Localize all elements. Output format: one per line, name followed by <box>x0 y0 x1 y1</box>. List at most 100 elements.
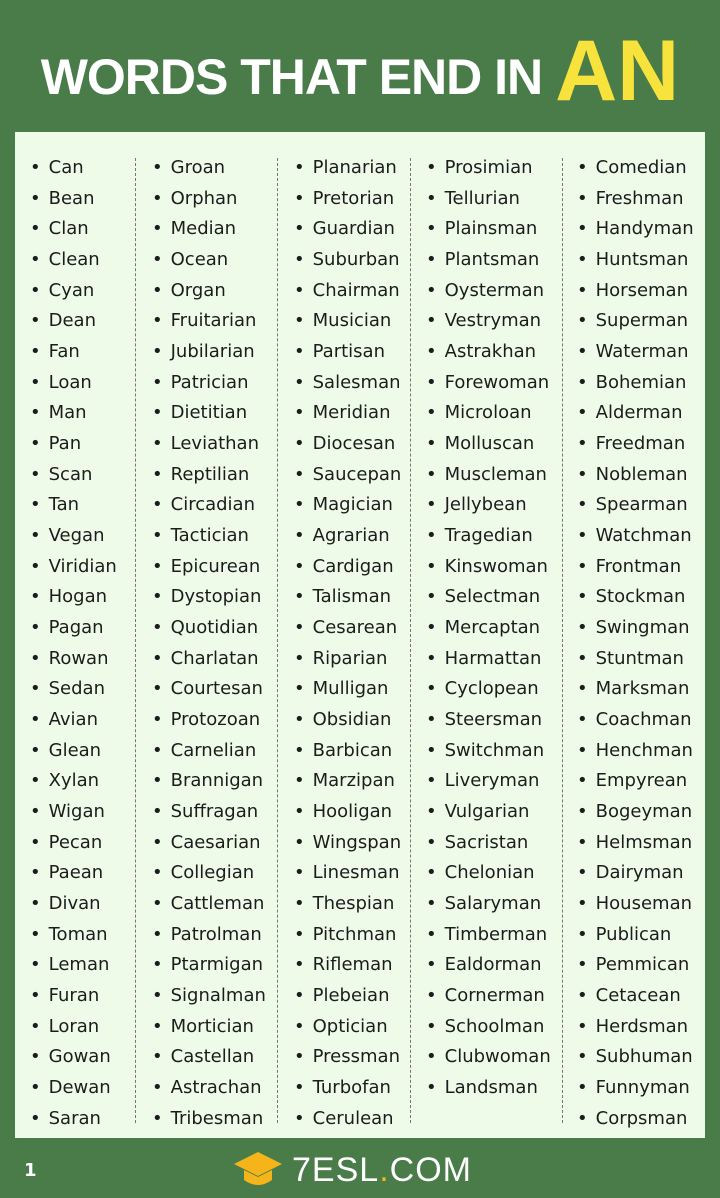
title-highlight: AN <box>555 23 680 119</box>
list-item: Caesarian <box>152 828 266 859</box>
list-item: Microloan <box>426 398 551 429</box>
list-item: Glean <box>30 736 117 767</box>
word-column-2: GroanOrphanMedianOceanOrganFruitarianJub… <box>152 153 266 1135</box>
list-item: Salaryman <box>426 889 551 920</box>
list-item: Riparian <box>294 644 401 675</box>
list-item: Salesman <box>294 368 401 399</box>
list-item: Hooligan <box>294 797 401 828</box>
list-item: Pecan <box>30 828 117 859</box>
list-item: Horseman <box>577 276 694 307</box>
list-item: Cyclopean <box>426 674 551 705</box>
list-item: Agrarian <box>294 521 401 552</box>
list-item: Ealdorman <box>426 950 551 981</box>
list-item: Watchman <box>577 521 694 552</box>
page-title: WORDS THAT END IN AN <box>0 22 720 121</box>
list-item: Musician <box>294 306 401 337</box>
list-item: Forewoman <box>426 368 551 399</box>
list-item: Astrakhan <box>426 337 551 368</box>
list-item: Bohemian <box>577 368 694 399</box>
column-divider <box>410 158 411 1123</box>
word-column-1: CanBeanClanCleanCyanDeanFanLoanManPanSca… <box>30 153 117 1135</box>
column-divider <box>135 158 136 1123</box>
list-item: Cesarean <box>294 613 401 644</box>
list-item: Xylan <box>30 766 117 797</box>
list-item: Organ <box>152 276 266 307</box>
list-item: Vegan <box>30 521 117 552</box>
list-item: Stockman <box>577 582 694 613</box>
list-item: Carnelian <box>152 736 266 767</box>
list-item: Leman <box>30 950 117 981</box>
list-item: Orphan <box>152 184 266 215</box>
list-item: Pitchman <box>294 920 401 951</box>
list-item: Suburban <box>294 245 401 276</box>
list-item: Ocean <box>152 245 266 276</box>
title-text: WORDS THAT END IN <box>40 49 543 105</box>
list-item: Comedian <box>577 153 694 184</box>
list-item: Dewan <box>30 1073 117 1104</box>
list-item: Cattleman <box>152 889 266 920</box>
list-item: Dean <box>30 306 117 337</box>
list-item: Obsidian <box>294 705 401 736</box>
list-item: Patrician <box>152 368 266 399</box>
list-item: Clan <box>30 214 117 245</box>
list-item: Thespian <box>294 889 401 920</box>
list-item: Avian <box>30 705 117 736</box>
list-item: Dairyman <box>577 858 694 889</box>
list-item: Herdsman <box>577 1012 694 1043</box>
list-item: Alderman <box>577 398 694 429</box>
list-item: Helmsman <box>577 828 694 859</box>
list-item: Wingspan <box>294 828 401 859</box>
list-item: Handyman <box>577 214 694 245</box>
list-item: Suffragan <box>152 797 266 828</box>
list-item: Tragedian <box>426 521 551 552</box>
list-item: Landsman <box>426 1073 551 1104</box>
list-item: Brannigan <box>152 766 266 797</box>
list-item: Funnyman <box>577 1073 694 1104</box>
list-item: Can <box>30 153 117 184</box>
list-item: Liveryman <box>426 766 551 797</box>
list-item: Rifleman <box>294 950 401 981</box>
column-divider <box>277 158 278 1123</box>
list-item: Selectman <box>426 582 551 613</box>
list-item: Pan <box>30 429 117 460</box>
list-item: Switchman <box>426 736 551 767</box>
list-item: Paean <box>30 858 117 889</box>
list-item: Man <box>30 398 117 429</box>
list-item: Clean <box>30 245 117 276</box>
list-item: Chairman <box>294 276 401 307</box>
list-item: Timberman <box>426 920 551 951</box>
list-item: Steersman <box>426 705 551 736</box>
list-item: Guardian <box>294 214 401 245</box>
column-divider <box>562 158 563 1123</box>
list-item: Chelonian <box>426 858 551 889</box>
list-item: Jubilarian <box>152 337 266 368</box>
list-item: Subhuman <box>577 1042 694 1073</box>
word-column-3: PlanarianPretorianGuardianSuburbanChairm… <box>294 153 402 1135</box>
list-item: Pretorian <box>294 184 401 215</box>
list-item: Molluscan <box>426 429 551 460</box>
list-item: Groan <box>152 153 266 184</box>
list-item: Marzipan <box>294 766 401 797</box>
list-item: Houseman <box>577 889 694 920</box>
list-item: Pagan <box>30 613 117 644</box>
list-item: Divan <box>30 889 117 920</box>
list-item: Waterman <box>577 337 694 368</box>
list-item: Schoolman <box>426 1012 551 1043</box>
list-item: Rowan <box>30 644 117 675</box>
list-item: Circadian <box>152 490 266 521</box>
list-item: Tactician <box>152 521 266 552</box>
graduation-cap-icon <box>234 1152 282 1185</box>
list-item: Mortician <box>152 1012 266 1043</box>
list-item: Henchman <box>577 736 694 767</box>
list-item: Harmattan <box>426 644 551 675</box>
list-item: Freedman <box>577 429 694 460</box>
page-number: 1 <box>24 1160 37 1181</box>
list-item: Toman <box>30 920 117 951</box>
list-item: Vestryman <box>426 306 551 337</box>
list-item: Wigan <box>30 797 117 828</box>
list-item: Jellybean <box>426 490 551 521</box>
list-item: Leviathan <box>152 429 266 460</box>
list-item: Astrachan <box>152 1073 266 1104</box>
list-item: Fan <box>30 337 117 368</box>
list-item: Nobleman <box>577 460 694 491</box>
